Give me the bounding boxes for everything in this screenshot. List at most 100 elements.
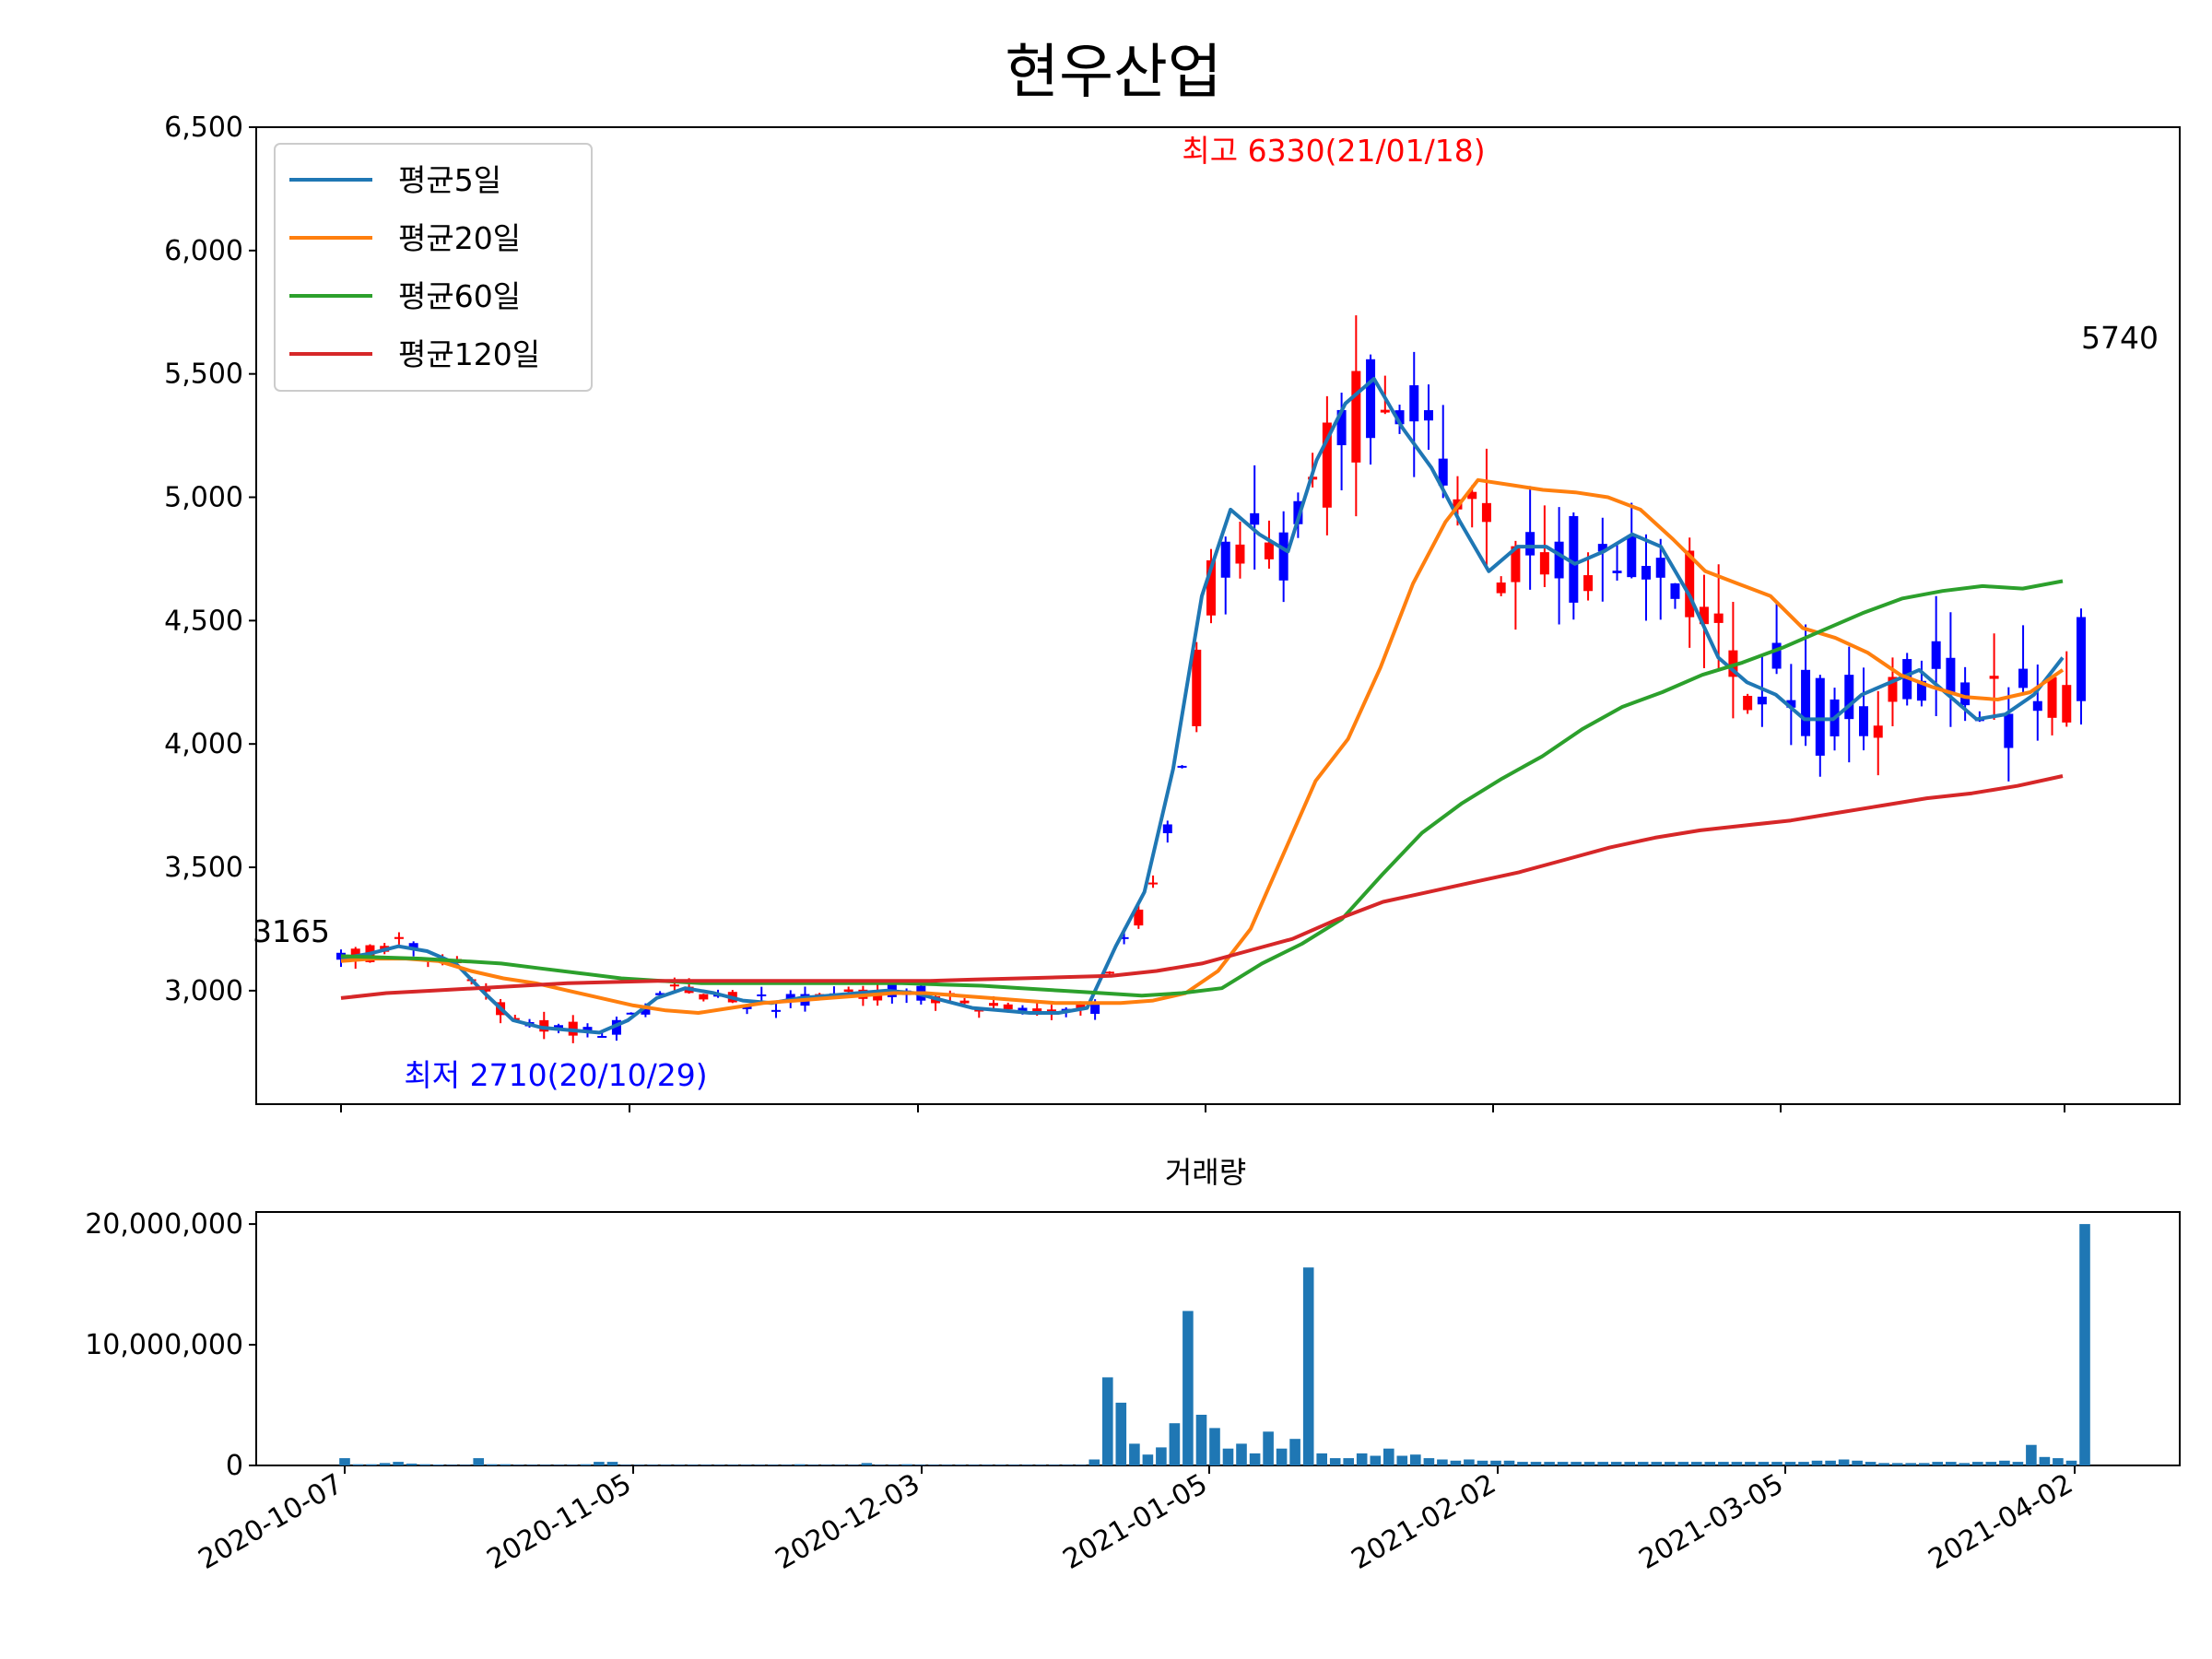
candle-body xyxy=(1713,613,1724,623)
volume-bar xyxy=(1410,1454,1421,1465)
volume-bar xyxy=(1115,1402,1127,1465)
volume-bar xyxy=(1624,1462,1635,1465)
x-tick-label: 2021-03-05 xyxy=(1634,1468,1789,1576)
ma-line-2 xyxy=(340,477,2065,1015)
volume-bar xyxy=(1878,1463,1889,1465)
candle-body xyxy=(1612,571,1622,573)
volume-bar xyxy=(1637,1462,1649,1465)
volume-bar xyxy=(1477,1460,1488,1465)
volume-bar xyxy=(1530,1462,1542,1465)
candle-body xyxy=(1815,677,1825,756)
volume-bar xyxy=(1718,1462,1729,1465)
volume-bar xyxy=(1222,1448,1234,1465)
volume-bar xyxy=(1249,1453,1261,1465)
volume-title: 거래량 xyxy=(1165,1155,1246,1190)
candle-body xyxy=(2004,713,2014,748)
ma-line-4 xyxy=(340,774,2064,1000)
candle-body xyxy=(669,984,679,987)
candle-body xyxy=(626,1012,636,1015)
volume-bar xyxy=(1544,1462,1555,1465)
ma-line-1 xyxy=(340,377,2065,1035)
volume-bar xyxy=(1396,1455,1408,1465)
volume-bar xyxy=(1677,1462,1689,1465)
candle-body xyxy=(1032,1008,1042,1012)
candle-body xyxy=(1641,566,1651,580)
candle-body xyxy=(1235,544,1245,564)
legend-box xyxy=(274,143,593,392)
candle-body xyxy=(1743,695,1753,711)
candle-body xyxy=(2047,677,2057,718)
volume-bar xyxy=(1557,1462,1569,1465)
volume-bar xyxy=(606,1462,618,1465)
candle-body xyxy=(785,994,795,1002)
candle-body xyxy=(989,1003,998,1006)
candle-body xyxy=(1670,582,1680,599)
candle-body xyxy=(1655,558,1665,578)
candle-body xyxy=(408,943,418,949)
x-tick-label: 2020-12-03 xyxy=(771,1468,925,1576)
price-y-tick-label: 6,000 xyxy=(164,235,243,267)
candle-body xyxy=(1946,657,1956,696)
legend-label: 평균5일 xyxy=(398,162,501,198)
volume-bar xyxy=(1838,1459,1850,1465)
candle-body xyxy=(1888,677,1898,702)
volume-bar xyxy=(1343,1458,1354,1465)
candle-body xyxy=(1336,409,1347,446)
volume-y-tick-label: 0 xyxy=(226,1450,243,1482)
candle-body xyxy=(554,1025,563,1029)
low-annotation: 최저 2710(20/10/29) xyxy=(404,1057,707,1093)
price-panel: 3,000 3,500 4,000 4,500 5,000 5,500 6,000 6,500… xyxy=(164,112,2181,1112)
candle-body xyxy=(1264,542,1274,559)
candle-body xyxy=(1351,371,1361,463)
volume-bar xyxy=(379,1463,391,1465)
volume-bar xyxy=(1891,1463,1903,1465)
candle-body xyxy=(1104,971,1114,974)
volume-bar xyxy=(1946,1462,1957,1465)
volume-y-tick-label: 10,000,000 xyxy=(85,1329,243,1361)
volume-bar xyxy=(1610,1462,1622,1465)
volume-bar xyxy=(1932,1462,1943,1465)
volume-bar xyxy=(1156,1447,1167,1465)
legend-label: 평균60일 xyxy=(398,278,521,314)
ma-line-3 xyxy=(340,579,2064,998)
candle-body xyxy=(1481,502,1491,523)
candle-body xyxy=(1278,532,1288,581)
candle-body xyxy=(699,994,709,1000)
volume-bar xyxy=(1490,1460,1501,1465)
candle-body xyxy=(611,1019,621,1035)
candle-body xyxy=(1134,909,1144,926)
candle-body xyxy=(1989,676,1999,679)
volume-bar xyxy=(1209,1428,1220,1465)
volume-bar xyxy=(1571,1462,1582,1465)
volume-axes-frame xyxy=(255,1211,2181,1466)
candle-body xyxy=(1685,550,1695,618)
volume-bar xyxy=(1437,1459,1448,1465)
legend-label: 평균120일 xyxy=(398,336,540,372)
candle-body xyxy=(1467,491,1477,500)
candle-body xyxy=(1003,1004,1013,1010)
x-tick-label: 2020-10-07 xyxy=(194,1468,348,1576)
candle-body xyxy=(1525,532,1535,556)
candle-body xyxy=(1192,649,1202,726)
volume-bar xyxy=(861,1463,873,1465)
volume-bar xyxy=(1370,1455,1382,1465)
candle-body xyxy=(1394,410,1405,425)
volume-bar xyxy=(1731,1462,1743,1465)
volume-bar xyxy=(1825,1460,1836,1465)
volume-bar xyxy=(1918,1463,1930,1465)
volume-bar xyxy=(1517,1462,1528,1465)
volume-bar xyxy=(1985,1462,1997,1465)
volume-bar xyxy=(1276,1448,1288,1465)
price-y-tick-label: 5,500 xyxy=(164,359,243,391)
candle-body xyxy=(1162,824,1172,834)
volume-bar xyxy=(1905,1463,1916,1465)
last-close-annotation: 5740 xyxy=(2081,320,2159,356)
volume-bar xyxy=(473,1458,484,1465)
volume-bar xyxy=(1959,1463,1971,1465)
volume-bar xyxy=(1169,1423,1181,1465)
volume-bar xyxy=(1195,1415,1207,1465)
price-axes-frame xyxy=(255,126,2181,1105)
candle-body xyxy=(1424,410,1433,421)
candle-body xyxy=(1380,409,1390,413)
candle-body xyxy=(2018,668,2029,688)
